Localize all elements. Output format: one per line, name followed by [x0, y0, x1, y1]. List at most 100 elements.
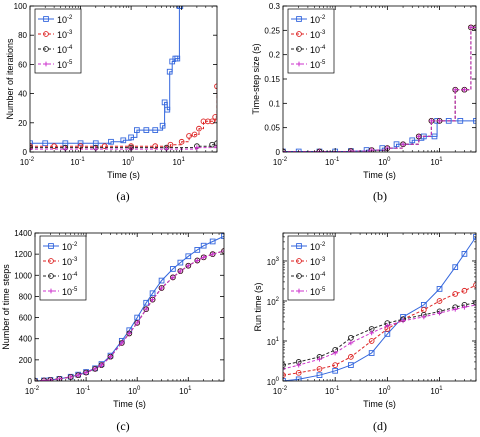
data-point [436, 286, 443, 292]
data-point [159, 285, 164, 291]
y-tick-label-base: 10 [267, 378, 276, 387]
legend-label: 10-5 [310, 60, 326, 70]
data-point [108, 138, 114, 145]
data-point [134, 314, 141, 321]
legend-label-base: 10 [57, 30, 67, 40]
data-point [83, 370, 89, 375]
data-point [164, 106, 171, 113]
x-tick-label-exponent: 1 [439, 386, 443, 392]
legend-label-base: 10 [310, 287, 320, 297]
y-tick-label: 103 [267, 257, 280, 267]
legend-marker [296, 46, 302, 52]
x-tick-label: 100 [378, 386, 391, 396]
legend-label-exponent: -4 [320, 272, 326, 278]
legend-label-exponent: -3 [72, 257, 78, 263]
data-point [348, 354, 354, 360]
data-point [169, 58, 176, 65]
legend-label: 10-3 [310, 30, 326, 40]
legend-marker [43, 46, 49, 52]
data-point [185, 253, 192, 260]
y-tick-label: 0 [23, 148, 28, 157]
data-point [400, 141, 406, 147]
data-point [205, 118, 211, 125]
data-point [152, 143, 159, 150]
data-point [178, 138, 185, 145]
data-point [473, 118, 476, 124]
data-point [473, 25, 476, 30]
data-point [108, 354, 113, 360]
data-point [92, 366, 98, 372]
x-tick-label: 10-2 [25, 386, 40, 396]
data-point [295, 369, 302, 376]
legend-label: 10-2 [310, 242, 326, 252]
x-tick-label: 10-2 [20, 157, 35, 167]
x-tick-label: 101 [179, 386, 192, 396]
x-tick-label-exponent: 0 [131, 157, 135, 163]
data-point [473, 282, 476, 288]
legend-label-base: 10 [62, 257, 72, 267]
y-tick-label: 600 [19, 314, 33, 323]
legend-label-base: 10 [62, 287, 72, 297]
data-point [348, 340, 354, 346]
legend-label-base: 10 [310, 45, 320, 55]
legend-label-base: 10 [310, 15, 320, 25]
legend-marker [48, 258, 54, 264]
x-tick-label-exponent: 1 [188, 386, 192, 392]
data-point [186, 133, 192, 139]
legend-label-base: 10 [57, 15, 67, 25]
y-tick-label: 100 [267, 377, 280, 387]
data-point [437, 118, 442, 124]
x-tick-label-exponent: -2 [29, 157, 35, 163]
data-point [445, 118, 452, 124]
series-d-1 [283, 282, 476, 379]
data-point [316, 366, 323, 372]
legend-box [34, 8, 82, 74]
x-tick-label-exponent: -1 [79, 157, 85, 163]
legend-marker [48, 273, 54, 279]
x-tick-label-base: 10 [430, 158, 439, 167]
x-tick-label-base: 10 [128, 387, 137, 396]
data-point [200, 242, 207, 249]
y-tick-label: 1000 [14, 271, 32, 280]
y-tick-label-exponent: 0 [276, 377, 280, 383]
legend-label-exponent: -5 [67, 60, 73, 66]
data-point [295, 376, 302, 381]
data-point [384, 323, 390, 329]
legend-marker [43, 31, 49, 37]
data-point [452, 87, 458, 93]
data-point [166, 68, 173, 75]
data-point [143, 299, 150, 306]
data-point [214, 143, 217, 149]
x-tick-label: 101 [430, 157, 443, 167]
data-point [348, 334, 354, 341]
data-point [429, 118, 434, 124]
legend: 10-210-310-410-5 [39, 235, 87, 301]
legend-label-base: 10 [310, 60, 320, 70]
data-point [283, 149, 286, 152]
y-tick-label-exponent: 2 [276, 297, 280, 303]
data-point [332, 367, 339, 374]
data-point [400, 318, 406, 324]
data-point [468, 25, 474, 30]
legend-label-exponent: -2 [320, 242, 326, 248]
x-tick-label-base: 10 [378, 158, 387, 167]
legend-box [39, 235, 87, 301]
legend: 10-210-310-410-5 [34, 8, 82, 74]
y-axis-label: Number of time steps [1, 264, 11, 350]
legend-box [287, 235, 335, 301]
legend-label: 10-4 [310, 272, 326, 282]
data-point [368, 350, 375, 356]
legend-label: 10-5 [57, 60, 73, 70]
data-point [462, 304, 467, 310]
data-point [209, 118, 215, 125]
x-tick-label-exponent: 0 [137, 386, 141, 392]
x-tick-label-exponent: -1 [334, 386, 340, 392]
y-tick-label: 0 [28, 377, 33, 386]
series-line [283, 284, 476, 376]
data-point [473, 234, 476, 240]
x-tick-label: 10-1 [325, 157, 340, 167]
legend-label-base: 10 [57, 60, 67, 70]
data-point [348, 362, 354, 368]
